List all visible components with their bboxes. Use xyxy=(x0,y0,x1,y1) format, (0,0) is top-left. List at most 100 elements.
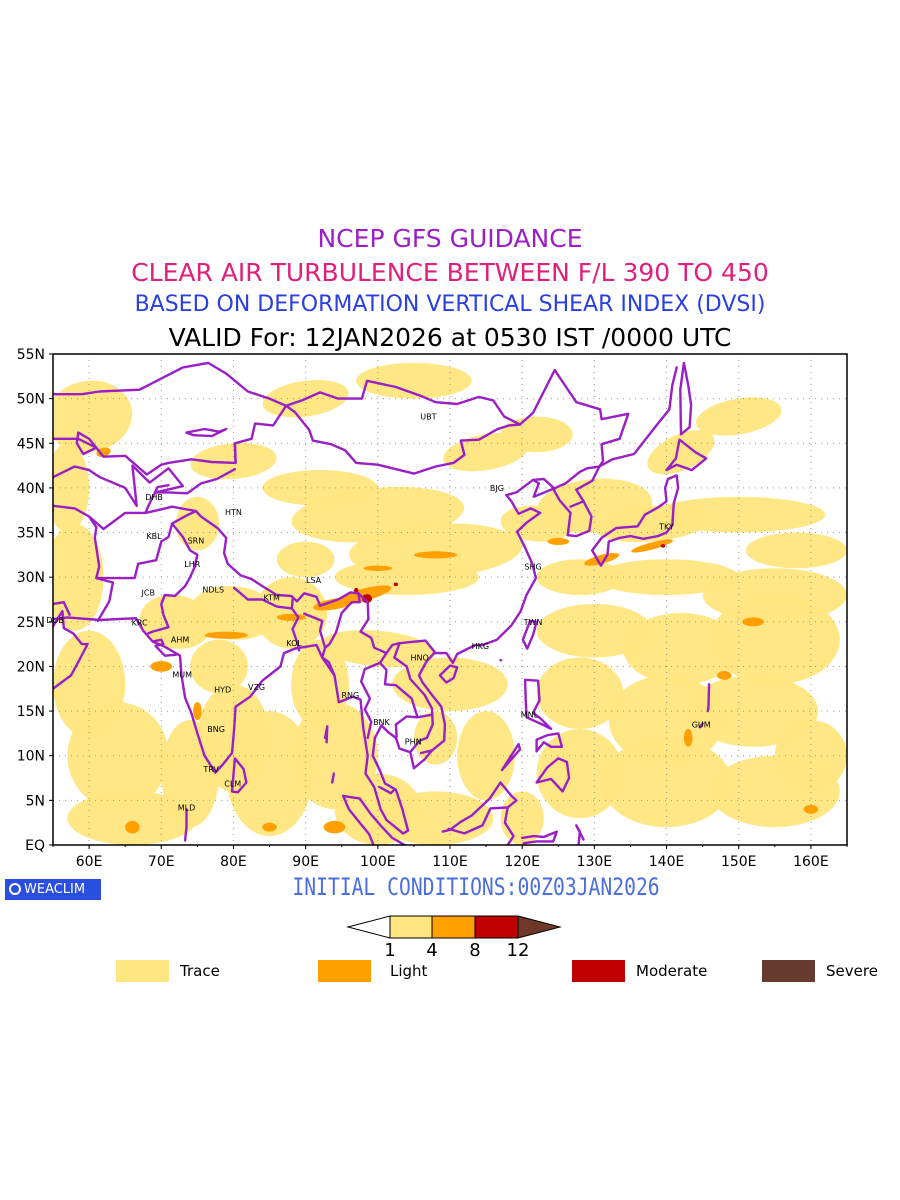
light-area xyxy=(313,597,356,611)
trace-area xyxy=(652,496,826,533)
weaclim-logo-icon xyxy=(9,883,21,895)
city-label-ktm: KTM xyxy=(263,594,280,603)
colorbar-segment xyxy=(474,915,519,939)
lon-tick-label: 150E xyxy=(721,854,757,870)
trace-area xyxy=(53,380,133,453)
lon-tick-label: 140E xyxy=(649,854,685,870)
light-area xyxy=(547,537,570,546)
trace-area xyxy=(536,559,624,596)
lon-tick-label: 80E xyxy=(220,854,247,870)
light-area xyxy=(803,804,819,814)
colorbar: 1 4 8 12 xyxy=(346,915,562,961)
city-label-ndls: NDLS xyxy=(202,586,224,595)
legend-swatch-moderate xyxy=(572,960,625,982)
title-product: CLEAR AIR TURBULENCE BETWEEN F/L 390 TO … xyxy=(131,258,769,287)
moderate-area xyxy=(361,594,373,604)
trace-area xyxy=(67,791,198,845)
light-area xyxy=(276,613,306,621)
legend-swatch-light xyxy=(318,960,371,982)
legend-label-moderate: Moderate xyxy=(636,962,708,980)
lon-tick-label: 110E xyxy=(432,854,468,870)
city-label-rng: RNG xyxy=(342,691,360,700)
trace-area xyxy=(623,612,739,685)
trace-area xyxy=(647,429,715,475)
lon-tick-label: 70E xyxy=(148,854,175,870)
light-area xyxy=(96,447,111,457)
trace-area xyxy=(226,711,313,837)
light-area xyxy=(204,631,248,639)
city-label-hno: HNO xyxy=(411,654,429,663)
city-label-vzg: VZG xyxy=(248,683,265,692)
lon-tick-label: 100E xyxy=(360,854,396,870)
light-area xyxy=(717,670,732,680)
initial-conditions-label: INITIAL CONDITIONS:00Z03JAN2026 xyxy=(292,873,660,901)
colorbar-min-arrow xyxy=(346,915,391,939)
weaclim-badge: WEACLIM xyxy=(5,879,101,900)
lat-tick-label: 35N xyxy=(17,526,45,542)
city-label-kbl: KBL xyxy=(146,532,162,541)
colorbar-segment xyxy=(389,915,433,939)
city-label-mnl: MNL xyxy=(521,711,539,720)
city-label-jcb: JCB xyxy=(141,588,155,597)
lon-tick-label: 60E xyxy=(76,854,103,870)
colorbar-segment xyxy=(431,915,476,939)
lat-tick-label: 25N xyxy=(17,615,45,631)
city-label-mld: MLD xyxy=(178,804,196,813)
city-label-krc: KRC xyxy=(132,619,148,628)
light-area xyxy=(683,728,693,747)
trace-area xyxy=(594,559,739,596)
trace-area xyxy=(774,720,847,792)
city-label-twn: TWN xyxy=(523,618,543,627)
city-label-lhr: LHR xyxy=(184,560,200,569)
trace-area xyxy=(190,639,248,694)
trace-area xyxy=(356,362,472,399)
colorbar-tick-label: 1 xyxy=(384,940,395,961)
trace-area xyxy=(695,397,782,436)
colorbar-tick-label: 12 xyxy=(507,940,530,961)
trace-area xyxy=(457,711,515,801)
light-area xyxy=(262,822,277,832)
city-label-dub: DUB xyxy=(46,616,64,625)
title-model: NCEP GFS GUIDANCE xyxy=(317,224,583,253)
city-label-bnk: BNK xyxy=(373,718,390,727)
city-label-hkg: HKG xyxy=(472,642,489,651)
city-label-bng: BNG xyxy=(207,725,225,734)
legend-swatch-trace xyxy=(116,960,169,982)
light-area xyxy=(742,617,764,627)
lat-tick-label: 10N xyxy=(17,749,45,765)
trace-area xyxy=(67,702,169,810)
trace-area xyxy=(688,675,819,747)
title-valid-time: VALID For: 12JAN2026 at 0530 IST /0000 U… xyxy=(168,323,732,352)
title-index: BASED ON DEFORMATION VERTICAL SHEAR INDE… xyxy=(134,292,766,317)
city-label-htn: HTN xyxy=(225,508,242,517)
city-label-phn: PHN xyxy=(405,737,422,746)
city-label-dhb: DHB xyxy=(145,493,163,502)
city-label-lsa: LSA xyxy=(306,576,322,585)
light-area xyxy=(323,820,346,834)
city-label-trv: TRV xyxy=(202,765,219,774)
light-area xyxy=(631,539,674,553)
legend-label-severe: Severe xyxy=(826,962,878,980)
trace-area xyxy=(500,416,573,453)
trace-area xyxy=(536,657,624,729)
lat-tick-label: 40N xyxy=(17,481,45,497)
city-label-clm: CLM xyxy=(224,779,241,788)
city-label-ahm: AHM xyxy=(171,636,189,645)
lon-tick-label: 120E xyxy=(504,854,540,870)
city-label-srn: SRN xyxy=(188,537,205,546)
lon-tick-label: 130E xyxy=(577,854,613,870)
light-area xyxy=(125,820,140,834)
coastline-borders xyxy=(53,361,711,845)
colorbar-tick-label: 8 xyxy=(469,940,480,961)
lon-tick-label: 160E xyxy=(793,854,829,870)
lon-tick-label: 90E xyxy=(292,854,319,870)
light-area xyxy=(413,551,458,559)
lat-tick-label: 50N xyxy=(17,392,45,408)
city-markers: UBT BJG DHB HTN KBL SRN TKY LHR LSA SHG JCB NDLS KTM… xyxy=(46,412,710,812)
city-label-shg: SHG xyxy=(524,562,541,571)
trace-area xyxy=(377,791,494,845)
moderate-area xyxy=(660,544,666,548)
lat-tick-label: 20N xyxy=(17,659,45,675)
lat-tick-label: 5N xyxy=(26,793,45,809)
